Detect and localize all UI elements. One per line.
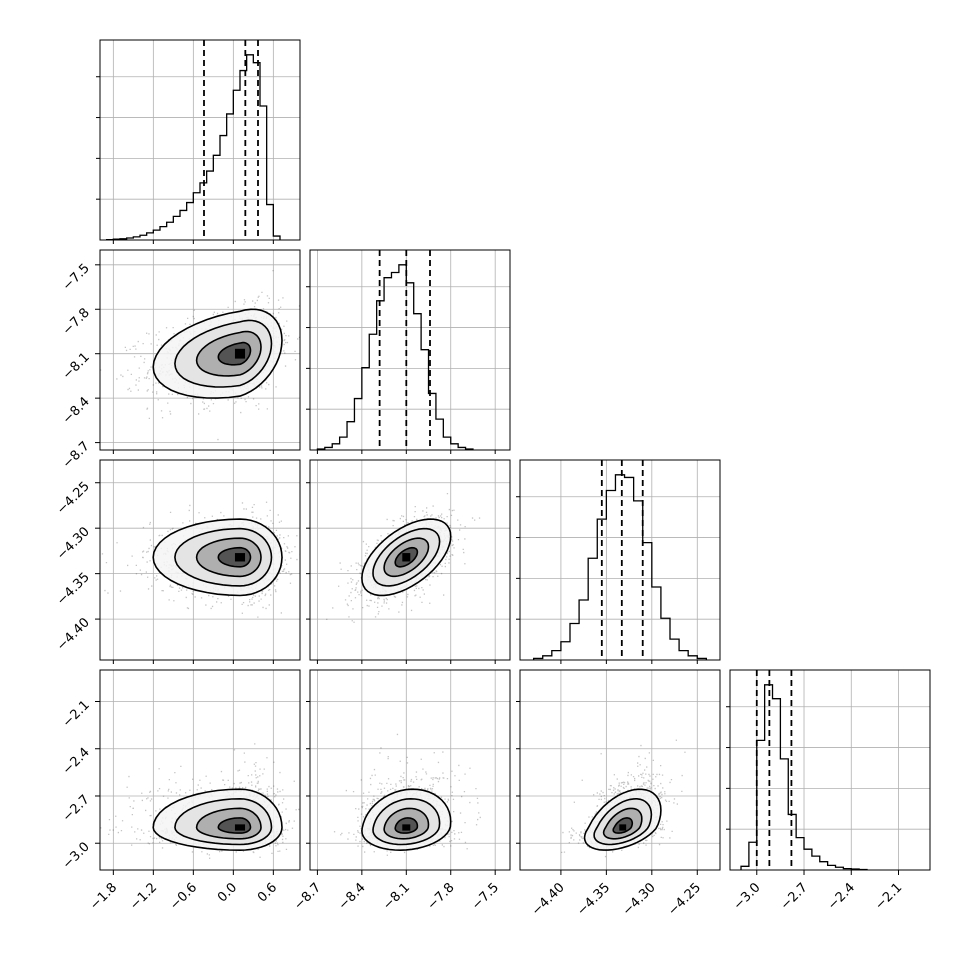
x-tick-label: −4.25 <box>665 880 704 919</box>
x-tick-label: 0.6 <box>255 880 280 905</box>
pair-frame <box>519 669 721 871</box>
density-peak <box>234 553 246 562</box>
pair-panel-2-1 <box>309 459 511 661</box>
y-tick-label: −4.25 <box>54 479 93 518</box>
pair-content <box>310 670 510 870</box>
contour-line-0 <box>152 308 283 399</box>
contour-line-3 <box>217 546 252 568</box>
pair-frame <box>99 249 301 451</box>
hist-panel-0 <box>96 39 301 241</box>
x-tick-label: −4.30 <box>620 880 659 919</box>
contour-line-3 <box>217 341 252 366</box>
x-tick-label: −0.6 <box>167 880 200 913</box>
contour-line-2 <box>602 807 643 840</box>
pair-frame <box>309 459 511 661</box>
contour-line-1 <box>174 319 273 388</box>
y-tick-label: −7.5 <box>60 261 93 294</box>
contour-line-0 <box>583 788 662 851</box>
density-peak <box>234 824 246 831</box>
x-tick-label: −7.8 <box>425 880 458 913</box>
density-peak <box>619 824 627 831</box>
pair-frame <box>99 459 301 661</box>
pair-content <box>310 460 510 660</box>
contour-line-2 <box>195 807 262 840</box>
x-tick-label: −1.2 <box>127 880 160 913</box>
y-tick-label: −8.1 <box>60 350 93 383</box>
y-tick-label: −8.7 <box>60 439 93 472</box>
histogram-step-0 <box>106 54 281 241</box>
contour-line-3 <box>612 817 634 834</box>
x-tick-label: −4.35 <box>574 880 613 919</box>
hist-frame-1 <box>309 249 511 451</box>
pair-panel-3-2 <box>519 669 721 871</box>
contour-line-0 <box>152 518 283 597</box>
contour-line-3 <box>394 817 419 834</box>
contour-line-2 <box>383 537 430 578</box>
histogram-step-1 <box>316 264 474 450</box>
hist-panel-2 <box>516 459 721 661</box>
histogram-step-2 <box>532 474 708 660</box>
x-tick-label: −2.7 <box>778 880 811 913</box>
x-tick-label: −2.4 <box>825 880 858 913</box>
contour-line-2 <box>383 807 430 840</box>
contour-line-0 <box>152 788 283 852</box>
pair-content <box>100 670 300 870</box>
y-tick-label: −4.30 <box>54 524 93 563</box>
contour-line-0 <box>361 518 452 597</box>
pair-panel-1-0 <box>99 249 301 451</box>
contour-line-3 <box>394 546 419 568</box>
pair-content <box>100 250 300 450</box>
contour-line-2 <box>195 330 262 377</box>
density-peak <box>402 824 411 831</box>
pair-content <box>520 670 720 870</box>
pair-content <box>100 460 300 660</box>
hist-frame-3 <box>729 669 931 871</box>
x-tick-label: −3.0 <box>731 880 764 913</box>
contour-line-0 <box>361 788 452 852</box>
pair-frame <box>309 669 511 871</box>
contour-line-1 <box>174 797 273 846</box>
y-tick-label: −4.35 <box>54 570 93 609</box>
pair-panel-3-0 <box>99 669 301 871</box>
contour-line-1 <box>174 527 273 587</box>
hist-frame-2 <box>519 459 721 661</box>
x-tick-label: −8.1 <box>380 880 413 913</box>
histogram-step-3 <box>740 684 868 871</box>
contour-line-1 <box>372 527 441 587</box>
contour-line-1 <box>372 797 441 846</box>
density-fill-3 <box>218 547 251 567</box>
pair-frame <box>99 669 301 871</box>
y-tick-label: −2.4 <box>60 745 93 778</box>
y-tick-label: −4.40 <box>54 615 93 654</box>
density-peak <box>402 553 411 562</box>
x-tick-label: 0.0 <box>215 880 240 905</box>
hist-panel-1 <box>306 249 511 451</box>
x-tick-label: −8.4 <box>336 880 369 913</box>
contour-line-1 <box>593 797 653 846</box>
y-tick-label: −2.7 <box>60 792 93 825</box>
contour-line-3 <box>217 817 252 834</box>
y-tick-label: −8.4 <box>60 394 93 427</box>
y-tick-label: −3.0 <box>60 839 93 872</box>
y-tick-label: −7.8 <box>60 305 93 338</box>
contour-line-2 <box>195 537 262 578</box>
x-tick-label: −7.5 <box>469 880 502 913</box>
pair-panel-3-1 <box>309 669 511 871</box>
x-tick-label: −2.1 <box>872 880 905 913</box>
hist-frame-0 <box>99 39 301 241</box>
density-peak <box>234 348 246 359</box>
x-tick-label: −8.7 <box>291 880 324 913</box>
hist-panel-3 <box>726 669 931 871</box>
y-tick-label: −2.1 <box>60 698 93 731</box>
pair-panel-2-0 <box>99 459 301 661</box>
x-tick-label: −4.40 <box>529 880 568 919</box>
x-tick-label: −1.8 <box>87 880 120 913</box>
